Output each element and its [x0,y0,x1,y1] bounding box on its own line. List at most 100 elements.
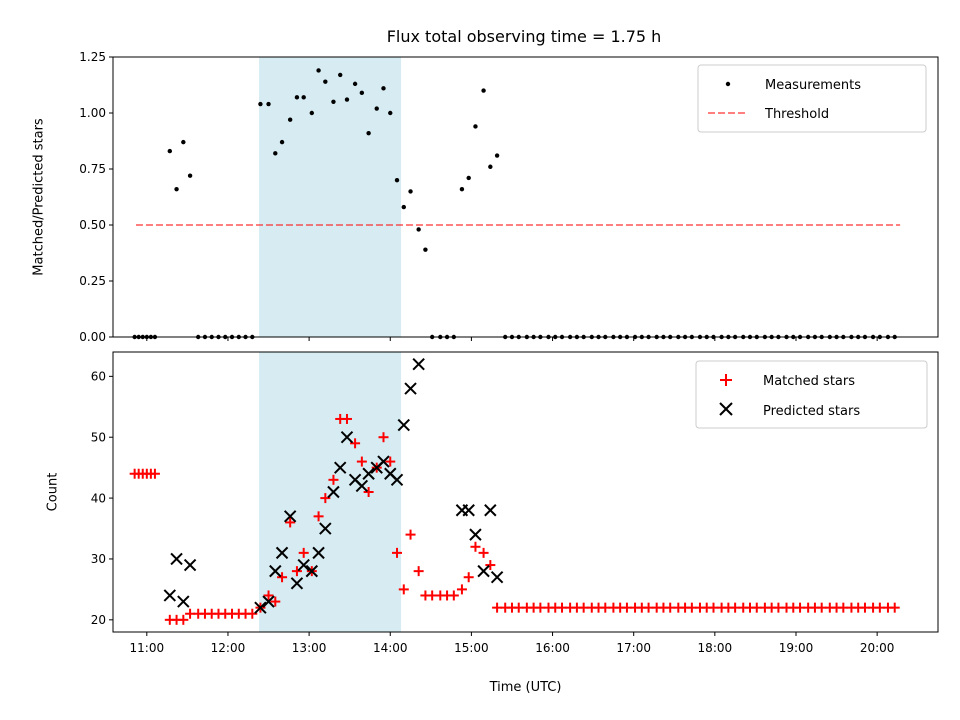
bottom-axes-frame [112,351,939,633]
legend-matched: Matched stars [763,374,855,389]
predicted-star-point [312,546,325,560]
measurement-point [473,124,478,129]
measurement-point [394,178,400,183]
y-tick-label: 0.50 [79,218,106,232]
matched-star-point [178,614,189,625]
measurement-point [279,139,285,145]
measurement-point [374,106,379,111]
predicted-star-point [404,382,417,395]
y-tick-label: 1.25 [79,50,106,64]
measurement-point [181,139,186,145]
bottom-x-ticks: 11:00 12:00 13:00 14:00 15:00 16:00 17:00 18:00… [130,632,895,655]
measurement-point [273,151,278,156]
predicted-star-point [462,504,475,517]
matched-star-point [247,608,258,619]
measurement-point [359,90,365,96]
predicted-star-point [397,418,410,432]
predicted-star-point [469,528,482,541]
measurement-point [338,72,343,78]
top-panel: 0.00 0.25 0.50 0.75 1.00 1.25 Matched/Predict… [32,50,939,344]
predicted-star-point [490,571,504,584]
predicted-star-point [412,357,425,371]
predicted-star-point [170,552,183,566]
x-tick-label: 12:00 [211,641,246,655]
measurement-point [423,247,428,252]
top-x-ticks [146,337,878,341]
matched-star-point [298,547,309,558]
predicted-star-point [283,510,297,523]
matched-star-point [398,584,409,595]
predicted-star-point [340,431,354,444]
x-tick-label: 15:00 [454,641,489,655]
matched-star-point [889,602,900,613]
measurement-point [352,81,358,87]
top-y-ticks: 0.00 0.25 0.50 0.75 1.00 1.25 [79,50,113,344]
legend-measurements: Measurements [765,78,861,93]
measurement-point [408,189,413,194]
matched-star-point [277,572,288,583]
predicted-star-point [377,455,390,468]
matched-star-point [456,584,467,595]
measurement-point [401,204,406,210]
matched-star-point [485,560,496,571]
matched-star-point [291,566,302,577]
measurement-point [459,186,465,192]
measurement-point [344,97,350,102]
y-tick-label: 0.25 [79,274,106,288]
predicted-star-point [327,485,340,499]
x-tick-label: 13:00 [292,641,327,655]
bottom-x-axis-label: Time (UTC) [489,680,562,695]
measurement-point [309,110,315,116]
predicted-star-point [355,479,369,493]
bottom-panel: 20 30 40 50 60 11:00 12:00 13:00 14:00 15:00 16:0… [46,351,939,695]
measurement-point [294,95,300,100]
matched-star-point [470,541,481,552]
x-tick-label: 16:00 [535,641,570,655]
matched-star-point [413,566,424,577]
matched-star-point [392,547,403,558]
predicted-star-point [362,467,375,480]
x-tick-label: 19:00 [779,641,814,655]
measurement-point [174,186,179,192]
measurement-point [381,86,386,91]
legend-predicted: Predicted stars [763,404,860,419]
predicted-star-point [254,601,267,614]
matched-star-point [463,572,474,583]
y-tick-label: 0.00 [79,330,106,344]
bottom-y-ticks: 20 30 40 50 60 [91,370,113,627]
measurement-point [323,79,328,84]
top-observing-window [259,57,402,337]
x-tick-label: 17:00 [616,641,651,655]
legend-measurement-marker [725,81,731,87]
y-tick-label: 0.75 [79,162,106,176]
predicted-star-point [262,595,275,608]
chart-title: Flux total observing time = 1.75 h [387,27,662,46]
matched-star-points [129,413,900,625]
predicted-star-point [319,522,332,535]
predicted-star-point [390,473,404,487]
predicted-star-point [290,577,304,590]
y-tick-label: 30 [91,552,106,566]
x-tick-label: 14:00 [373,641,408,655]
measurement-point [301,95,306,100]
predicted-star-point [297,558,310,572]
measurement-point [266,101,271,107]
measurement-point [416,227,421,232]
y-tick-label: 40 [91,491,106,505]
predicted-star-point [484,504,497,517]
measurement-point [366,130,371,136]
matched-star-point [341,413,352,424]
matched-star-point [285,517,296,528]
matched-star-point [385,456,396,467]
predicted-star-point [477,564,490,578]
measurement-point [494,153,500,158]
measurement-point [488,164,493,169]
bottom-legend: Matched stars Predicted stars [695,360,928,429]
measurement-point [167,148,173,154]
x-tick-label: 11:00 [130,641,165,655]
predicted-star-point [183,558,197,572]
measurement-point [388,110,393,116]
x-tick-label: 20:00 [860,641,895,655]
legend-threshold: Threshold [764,107,829,122]
